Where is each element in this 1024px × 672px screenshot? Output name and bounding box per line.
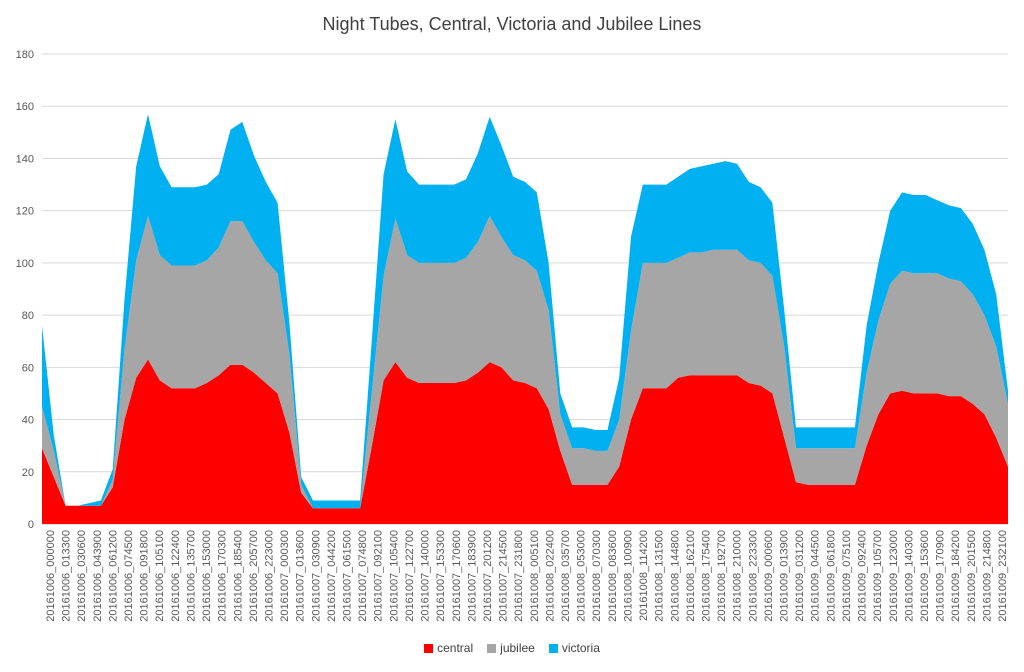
x-tick-label: 20161007_183900 [466, 530, 478, 622]
x-tick-label: 20161006_170300 [217, 530, 229, 622]
y-tick-label: 80 [22, 310, 34, 322]
chart-title: Night Tubes, Central, Victoria and Jubil… [322, 14, 702, 34]
x-tick-label: 20161007_044200 [326, 530, 338, 622]
x-tick-label: 20161006_185400 [232, 530, 244, 622]
y-tick-label: 100 [16, 258, 34, 270]
x-tick-label: 20161008_114200 [638, 530, 650, 621]
area-series-central [42, 359, 1008, 524]
x-tick-label: 20161009_061800 [825, 530, 837, 622]
x-tick-label: 20161008_223300 [747, 530, 759, 622]
x-tick-label: 20161008_053000 [576, 530, 588, 622]
x-tick-label: 20161006_013300 [61, 530, 73, 622]
x-tick-label: 20161008_022400 [544, 530, 556, 622]
x-tick-label: 20161006_074500 [123, 530, 135, 622]
y-tick-label: 140 [16, 153, 34, 165]
x-tick-label: 20161008_210000 [732, 530, 744, 622]
x-tick-label: 20161009_044500 [810, 530, 822, 622]
x-tick-label: 20161007_092100 [373, 530, 385, 622]
x-tick-label: 20161008_175400 [701, 530, 713, 622]
x-tick-label: 20161007_170600 [451, 530, 463, 622]
x-tick-label: 20161009_201500 [966, 530, 978, 622]
x-tick-label: 20161009_153600 [919, 530, 931, 622]
legend-label: victoria [561, 641, 600, 655]
x-tick-label: 20161009_140300 [903, 530, 915, 622]
x-tick-label: 20161009_075100 [841, 530, 853, 622]
x-tick-label: 20161006_091800 [139, 530, 151, 622]
x-tick-label: 20161008_144800 [669, 530, 681, 622]
x-tick-label: 20161009_105700 [872, 530, 884, 622]
x-tick-label: 20161007_122700 [404, 530, 416, 622]
x-tick-label: 20161009_092400 [857, 530, 869, 622]
x-tick-label: 20161008_070300 [591, 530, 603, 622]
y-tick-label: 160 [16, 101, 34, 113]
x-tick-label: 20161007_000300 [279, 530, 291, 622]
x-tick-label: 20161007_013600 [295, 530, 307, 622]
x-tick-label: 20161006_153000 [201, 530, 213, 622]
x-tick-label: 20161008_192700 [716, 530, 728, 622]
x-tick-label: 20161007_105400 [388, 530, 400, 622]
x-tick-label: 20161006_223000 [264, 530, 276, 622]
legend-label: central [437, 641, 474, 655]
legend-item-central: central [424, 641, 473, 655]
x-tick-label: 20161009_232100 [997, 530, 1009, 622]
x-tick-label: 20161007_153300 [435, 530, 447, 622]
area-series-jubilee [42, 215, 1008, 509]
x-tick-label: 20161007_214500 [498, 530, 510, 622]
x-tick-label: 20161006_105100 [154, 530, 166, 622]
x-tick-label: 20161006_205700 [248, 530, 260, 622]
x-tick-label: 20161007_061500 [342, 530, 354, 622]
legend-swatch [424, 643, 434, 653]
x-tick-label: 20161008_100900 [622, 530, 634, 622]
x-tick-label: 20161009_123000 [888, 530, 900, 622]
x-tick-label: 20161008_005100 [529, 530, 541, 622]
y-tick-label: 40 [22, 415, 34, 427]
x-tick-label: 20161009_031200 [794, 530, 806, 622]
y-tick-label: 60 [22, 362, 34, 374]
y-tick-label: 0 [28, 519, 34, 531]
x-tick-label: 20161008_162100 [685, 530, 697, 622]
x-tick-label: 20161009_013900 [779, 530, 791, 622]
legend-swatch [487, 643, 497, 653]
y-tick-label: 120 [16, 206, 34, 218]
legend-item-victoria: victoria [548, 641, 600, 655]
x-tick-label: 20161007_231800 [513, 530, 525, 622]
legend-item-jubilee: jubilee [487, 641, 535, 655]
x-tick-label: 20161007_074800 [357, 530, 369, 622]
x-tick-label: 20161008_035700 [560, 530, 572, 622]
x-tick-label: 20161007_030900 [310, 530, 322, 622]
x-tick-label: 20161008_083600 [607, 530, 619, 622]
legend-label: jubilee [500, 641, 535, 655]
x-tick-label: 20161007_201200 [482, 530, 494, 622]
x-tick-label: 20161009_214800 [981, 530, 993, 622]
legend: central jubilee victoria [0, 641, 1024, 655]
x-tick-label: 20161009_184200 [950, 530, 962, 622]
x-tick-label: 20161009_000600 [763, 530, 775, 622]
y-tick-label: 20 [22, 467, 34, 479]
x-tick-label: 20161006_122400 [170, 530, 182, 622]
x-tick-label: 20161007_140000 [420, 530, 432, 622]
x-tick-label: 20161009_170900 [935, 530, 947, 622]
area-series-victoria [42, 114, 1008, 509]
x-tick-label: 20161006_043900 [92, 530, 104, 622]
x-tick-label: 20161006_030600 [76, 530, 88, 622]
legend-swatch [548, 643, 558, 653]
x-tick-label: 20161006_061200 [107, 530, 119, 622]
x-tick-label: 20161006_000000 [45, 530, 57, 622]
x-tick-label: 20161006_135700 [186, 530, 198, 622]
y-tick-label: 180 [16, 49, 34, 61]
x-tick-label: 20161008_131500 [654, 530, 666, 622]
